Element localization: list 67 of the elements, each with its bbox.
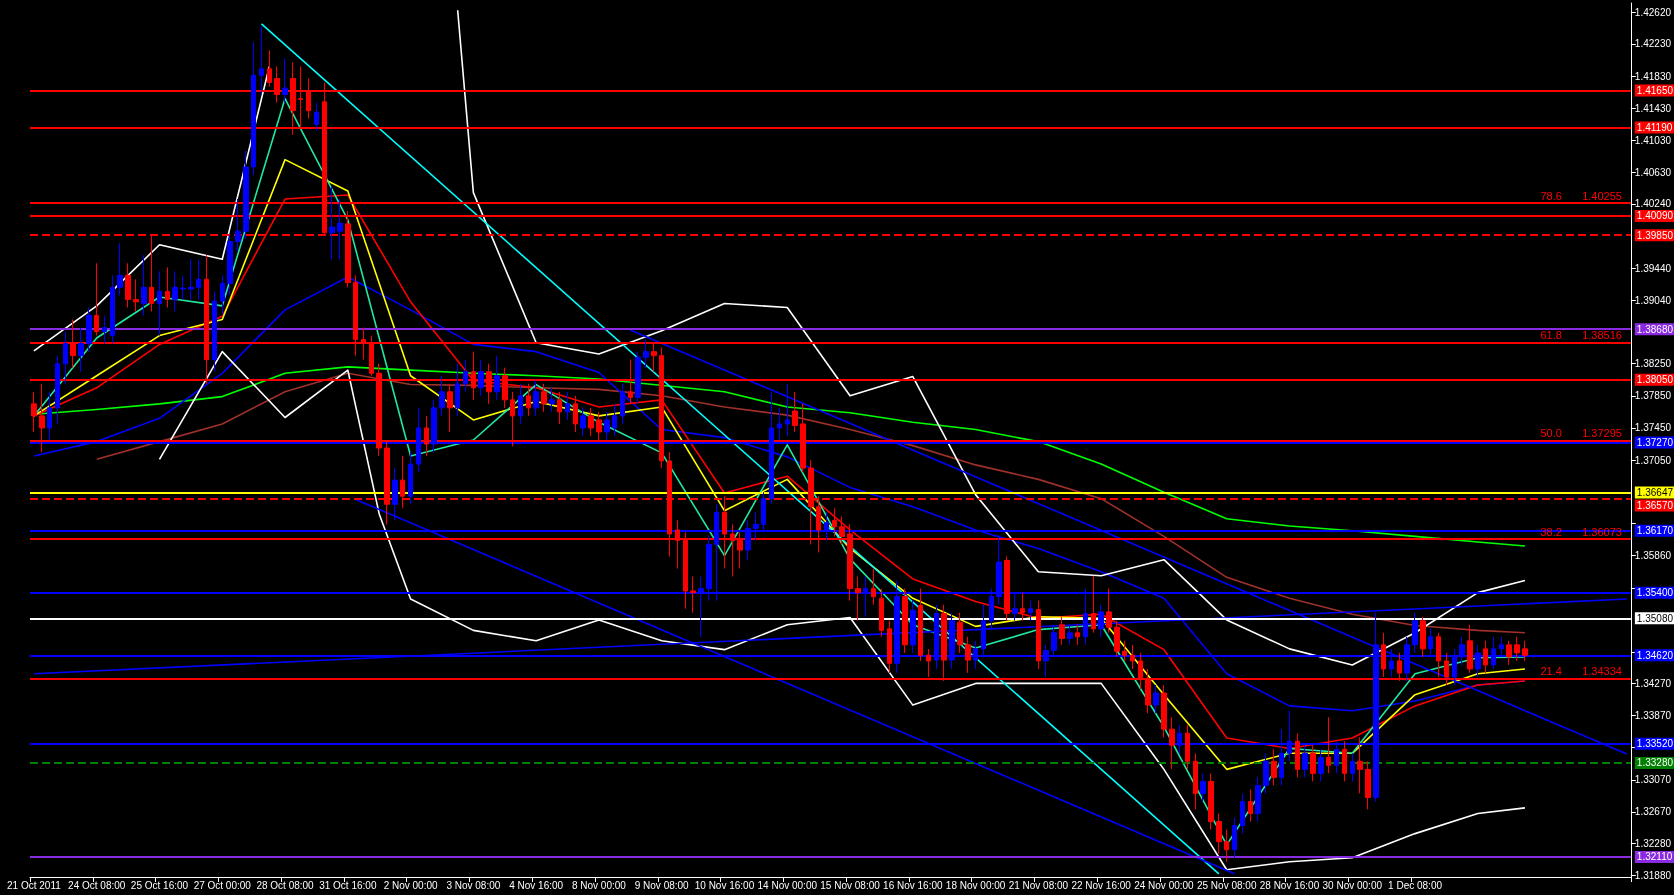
y-tick-label: 1.35860 [1634,550,1672,562]
ref-line-label: 1.40090 [1636,210,1674,222]
ref-line-label: 1.33280 [1636,757,1674,769]
x-tick-label: 31 Oct 16:00 [319,879,377,891]
y-tick-label: 1.39440 [1634,262,1672,274]
annotation: 1.38516 [1582,329,1622,342]
y-tick-label: 1.33070 [1634,774,1672,786]
y-tick-label: 1.40240 [1634,198,1672,210]
x-tick-label: 8 Nov 00:00 [571,879,627,891]
x-tick-label: 22 Nov 16:00 [1071,879,1132,891]
annotation: 1.40255 [1582,189,1622,202]
ref-line-label: 1.39850 [1636,229,1674,241]
ref-line-label: 1.38680 [1636,323,1674,335]
x-tick-label: 3 Nov 08:00 [446,879,501,891]
y-tick-label: 1.37450 [1634,422,1672,434]
y-tick-label: 1.41830 [1634,70,1672,82]
y-tick-label: 1.41030 [1634,134,1672,146]
ref-line-label: 1.36570 [1636,499,1674,511]
x-tick-label: 16 Nov 16:00 [883,879,943,891]
x-tick-label: 10 Nov 16:00 [694,879,755,891]
y-tick-label: 1.37050 [1634,454,1672,466]
ref-line-label: 1.35080 [1636,612,1674,624]
x-tick-label: 1 Dec 08:00 [1388,879,1443,891]
y-tick-label: 1.38250 [1634,358,1672,370]
x-tick-label: 24 Nov 00:00 [1134,879,1195,891]
x-tick-label: 4 Nov 16:00 [509,879,564,891]
y-tick-label: 1.34270 [1634,677,1672,689]
y-tick-label: 1.41430 [1634,102,1672,114]
annotation: 1.37295 [1582,427,1622,440]
y-tick-label: 1.37850 [1634,390,1672,402]
x-tick-label: 28 Nov 16:00 [1259,879,1320,891]
x-tick-label: 27 Oct 00:00 [193,879,252,891]
y-tick-label: 1.32670 [1634,806,1672,818]
annotation: 21.4 [1540,665,1562,678]
y-tick-label: 1.33870 [1634,710,1672,722]
ref-line-label: 1.36647 [1636,486,1674,498]
y-tick-label: 1.42620 [1634,7,1672,19]
y-tick-label: 1.40630 [1634,167,1672,178]
x-tick-label: 15 Nov 08:00 [820,879,881,891]
y-tick-label: 1.39040 [1634,294,1672,306]
ref-line-label: 1.41190 [1636,122,1673,134]
ref-line-label: 1.36170 [1636,525,1674,537]
y-tick-label: 1.32280 [1634,837,1672,849]
annotation: 61.8 [1540,329,1562,342]
ref-line-label: 1.33520 [1636,738,1674,750]
ref-line-label: 1.32110 [1636,851,1673,863]
ref-line-label: 1.41650 [1636,85,1674,97]
x-tick-label: 18 Nov 00:00 [945,879,1006,891]
x-tick-label: 21 Oct 2011 [7,879,62,891]
x-tick-label: 24 Oct 08:00 [68,879,126,891]
x-tick-label: 28 Oct 08:00 [256,879,315,891]
ref-line-label: 1.34620 [1636,649,1674,661]
annotation: 1.34334 [1582,665,1622,678]
ref-line-label: 1.35400 [1636,587,1674,599]
x-tick-label: 9 Nov 08:00 [634,879,690,891]
annotation: 78.6 [1540,189,1562,202]
ref-line-label: 1.38050 [1636,374,1674,386]
x-tick-label: 25 Nov 08:00 [1196,879,1257,891]
x-tick-label: 25 Oct 16:00 [130,879,189,891]
x-tick-label: 2 Nov 00:00 [383,879,438,891]
x-tick-label: 30 Nov 00:00 [1322,879,1383,891]
y-tick-label: 1.31880 [1634,869,1672,881]
ref-line-label: 1.37270 [1636,436,1674,448]
x-tick-label: 14 Nov 00:00 [757,879,818,891]
annotation: 50.0 [1540,427,1562,440]
x-tick-label: 21 Nov 08:00 [1008,879,1069,891]
y-tick-label: 1.42230 [1634,38,1672,50]
